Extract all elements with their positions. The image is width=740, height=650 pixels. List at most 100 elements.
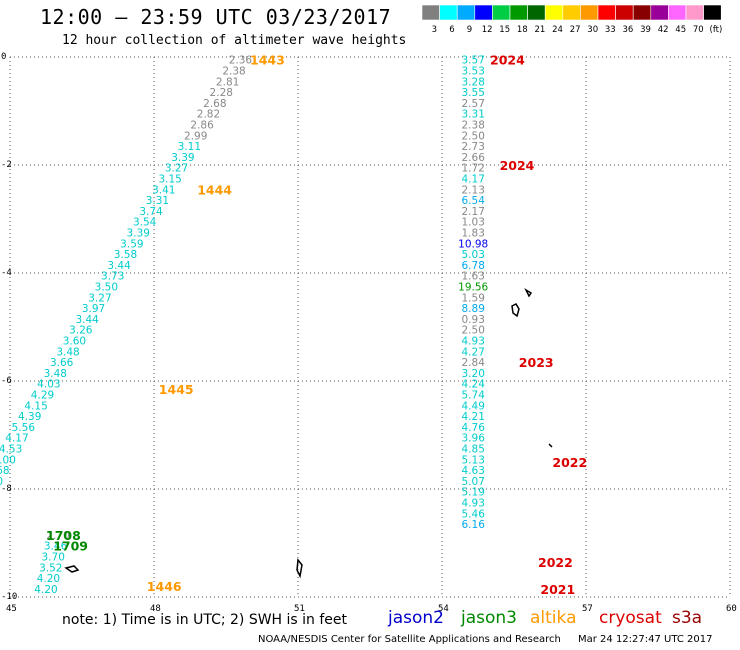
legend-value: 45 [675,25,686,35]
swh-value: 4.63 [462,465,485,477]
swh-value: 2.73 [462,141,485,153]
swh-value: 4.39 [18,411,41,423]
swh-value: 5.74 [462,390,486,402]
swh-value: 5.03 [462,249,485,261]
swh-value: 5.19 [462,487,485,499]
swh-value: 3.15 [158,174,181,186]
swh-value: 2.57 [462,98,485,110]
swh-value: 4.17 [5,433,28,445]
swh-value: 8.89 [462,303,485,315]
swh-value: 3.41 [152,184,175,196]
pass-label: 1709 [53,539,88,554]
swh-value: 3.48 [44,368,67,380]
swh-value: 4.21 [462,411,485,423]
x-tick-label: 60 [726,604,737,614]
island-shape [524,288,533,298]
swh-value: 3.59 [120,238,143,250]
legend-value: 30 [587,25,598,35]
footer-note: note: 1) Time is in UTC; 2) SWH is in fe… [62,612,348,628]
swh-value: 3.66 [50,357,74,369]
swh-value: 3.31 [146,195,169,207]
swh-value: 5.13 [462,454,485,466]
swh-value: 3.44 [75,314,99,326]
pass-label: 2021 [540,582,575,597]
swh-value: 2.81 [216,76,239,88]
swh-value: 2.68 [203,98,226,110]
swh-value: 3.60 [63,336,86,348]
swh-value: 3.53 [462,66,485,78]
legend-swatch [456,4,476,21]
swh-value: 4.20 [34,584,57,596]
pass-label: 2024 [490,53,525,68]
swh-value: 3.52 [39,562,62,574]
swh-value: 3.73 [101,271,124,283]
x-tick-label: 57 [582,604,593,614]
swh-value: 5.00 [0,454,16,466]
y-tick-label: -8 [1,484,12,494]
credit-text: NOAA/NESDIS Center for Satellite Applica… [258,634,561,645]
swh-value: 4.93 [462,336,485,348]
legend-value: 33 [605,25,616,35]
swh-value: 2.70 [46,530,69,542]
legend-value: 12 [482,25,493,35]
swh-value: 1.03 [462,217,485,229]
island-shape [296,558,303,579]
swh-value: 3.44 [107,260,131,272]
x-tick-label: 51 [294,604,305,614]
swh-value: 3.39 [127,228,150,240]
pass-label: 1443 [250,53,285,68]
grid-layer [9,56,731,598]
swh-value: 4.53 [0,444,22,456]
swh-value: 2.13 [462,184,485,196]
swh-value: 3.57 [462,55,485,67]
swh-value: 4.49 [462,400,485,412]
legend-value: 6 [449,25,454,35]
swh-value: 10.98 [458,238,488,250]
legend-cryosat: cryosat [599,608,662,628]
swh-value: 4.24 [462,379,486,391]
legend-swatch [703,4,722,21]
legend-value: 21 [535,25,546,35]
coastline-layer [64,288,553,579]
color-legend: 3 6 9 12 15 18 21 24 27 30 33 36 39 42 45 70 (ft) [421,4,722,35]
page-title: 12:00 — 23:59 UTC 03/23/2017 [40,5,392,29]
pass-label: 1445 [159,382,194,397]
swh-value: 5.56 [12,422,36,434]
swh-value: 3.96 [462,433,486,445]
legend-swatch [509,4,528,21]
y-tick-label: -2 [1,160,12,170]
legend-swatch [580,4,599,21]
x-tick-label: 45 [6,604,17,614]
legend-value: 18 [517,25,528,35]
swh-value: 2.38 [222,66,245,78]
legend-swatch [474,4,493,21]
swh-value: 3.50 [95,282,118,294]
swh-value: 3.97 [82,303,105,315]
y-tick-label: 0 [1,52,6,62]
legend-value: 9 [467,25,472,35]
swh-value: 3.20 [462,368,485,380]
swh-value: 3.27 [88,292,111,304]
legend-jason2: jason2 [388,608,444,628]
pass-label: 2022 [552,455,587,470]
pass-label: 1708 [46,528,81,543]
legend-swatch [650,4,669,21]
timestamp-text: Mar 24 12:27:47 UTC 2017 [578,634,713,645]
legend-value: 15 [499,25,510,35]
swh-value: 3.26 [69,325,93,337]
swh-value: 0.93 [462,314,485,326]
island-shape [511,303,520,318]
swh-value: 4.85 [462,444,485,456]
swh-value: 3.55 [462,87,485,99]
legend-s3a: s3a [672,608,703,628]
swh-value: 6.16 [462,519,486,531]
swh-value: 2.66 [462,152,486,164]
legend-swatch [492,4,511,21]
legend-swatch [615,4,634,21]
pass-label: 2022 [538,555,573,570]
swh-value: 2.50 [462,130,485,142]
island-shape [548,443,553,448]
swh-value: 2.17 [462,206,485,218]
